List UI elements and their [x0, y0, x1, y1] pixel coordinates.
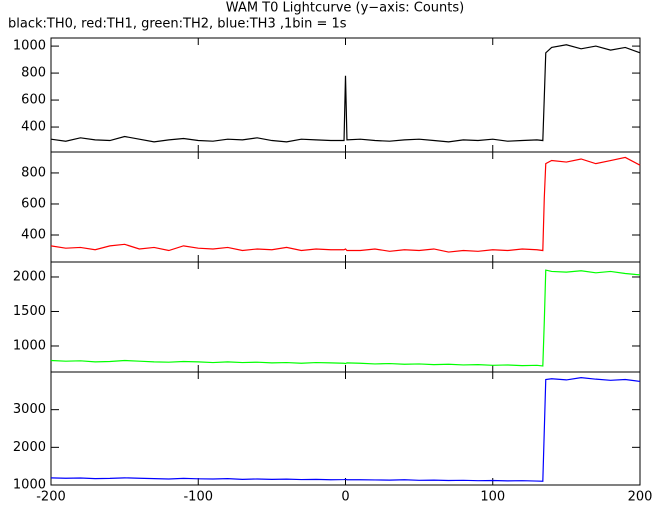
lightcurve	[50, 44, 641, 143]
panel-frame	[50, 371, 641, 486]
panel-frame	[50, 151, 641, 263]
y-tick-label: 1000	[13, 478, 46, 493]
y-tick-label: 400	[21, 120, 46, 135]
y-tick-label: 600	[21, 196, 46, 211]
chart-title: WAM T0 Lightcurve (y−axis: Counts)	[226, 1, 464, 16]
x-tick-label: 200	[628, 490, 653, 505]
y-tick-label: 1500	[13, 304, 46, 319]
x-tick-label: -200	[36, 490, 66, 505]
lightcurve	[50, 377, 641, 482]
y-tick-label: 3000	[13, 402, 46, 417]
lightcurve	[50, 156, 641, 253]
x-tick-label: -100	[183, 490, 213, 505]
lightcurve	[50, 269, 641, 367]
y-tick-label: 1000	[13, 39, 46, 54]
y-tick-label: 2000	[13, 440, 46, 455]
x-tick-label: 100	[480, 490, 505, 505]
y-tick-label: 600	[21, 93, 46, 108]
y-tick-label: 2000	[13, 269, 46, 284]
y-tick-label: 800	[21, 165, 46, 180]
x-tick-label: 0	[341, 490, 349, 505]
panel-frame	[50, 261, 641, 373]
y-tick-label: 800	[21, 66, 46, 81]
y-tick-label: 400	[21, 228, 46, 243]
y-tick-label: 1000	[13, 338, 46, 353]
chart-subtitle: black:TH0, red:TH1, green:TH2, blue:TH3 …	[8, 17, 347, 32]
